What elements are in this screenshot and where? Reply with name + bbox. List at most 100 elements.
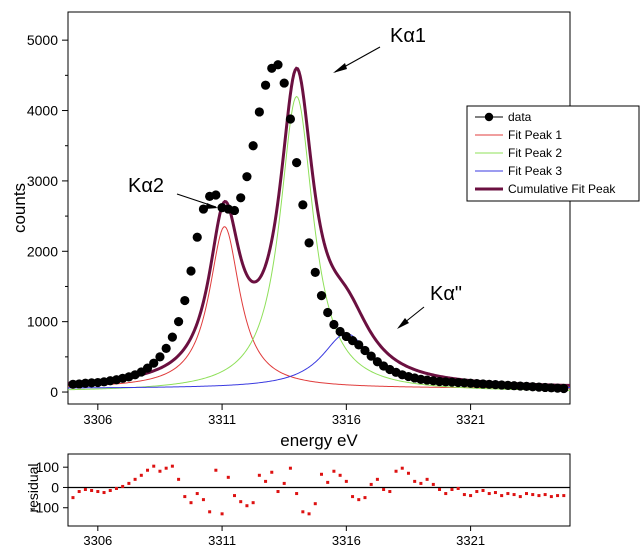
data-point [559,383,569,394]
residual-plot-frame [67,453,571,527]
peak-annotations: Kα1 Kα2 Kα" [128,25,462,329]
y-tick-label: 0 [50,384,58,400]
data-point [248,141,258,151]
legend-marker-data [484,112,494,122]
y-tick-label: 3000 [27,173,58,189]
residual-point [183,495,187,499]
residual-point [506,492,510,496]
residual-point [556,494,560,498]
residual-point [406,471,410,475]
main-axes: 3306 3311 3316 3321 0 1000 2000 3000 4000 5000 [27,32,485,427]
residual-point [146,468,150,472]
data-point [316,291,327,301]
residual-point [139,473,143,477]
data-point [360,345,370,356]
data-point [279,78,289,88]
data-point [236,193,246,203]
residual-point [295,492,299,496]
data-point [173,317,184,327]
residual-points [71,464,566,516]
residual-point [518,495,522,499]
legend-label-fit-peak-1: Fit Peak 1 [508,128,562,142]
residual-point [102,491,106,495]
residual-point [233,494,236,498]
x-tick-label: 3311 [208,412,236,427]
residual-x-tick-label: 3316 [332,533,361,548]
residual-point [158,469,162,473]
y-tick-label: 5000 [27,32,58,48]
legend-item-cumulative-fit-peak: Cumulative Fit Peak [475,182,616,196]
residual-y-tick-label: 0 [51,479,59,495]
x-axis-label: energy eV [280,431,358,450]
residual-point [394,469,398,473]
residual-point [245,504,249,508]
annotation-ka2-arrowhead [205,203,218,209]
residual-point [177,477,181,481]
residual-point [444,492,448,496]
data-point [310,267,320,277]
y-tick-label: 1000 [27,314,58,330]
residual-point [487,492,491,496]
residual-point [525,492,529,496]
data-point [354,340,364,350]
residual-point [90,489,94,493]
residual-point [121,484,125,488]
fit-curve-fit-peak-3 [68,333,571,389]
residual-point [500,494,504,498]
residual-point [270,470,274,474]
data-point [329,319,339,330]
residual-point [282,481,286,485]
legend: data Fit Peak 1 Fit Peak 2 Fit Peak 3 Cu… [466,105,640,202]
data-point [142,363,153,373]
data-point [149,358,159,368]
data-point [285,114,296,124]
residual-point [201,498,205,502]
legend-item-data: data [475,110,532,124]
data-point [211,190,221,200]
residual-point [332,469,336,473]
main-plot-frame [67,11,571,405]
y-tick-label: 4000 [27,103,58,119]
residual-point [382,487,386,491]
x-tick-label: 3306 [83,412,112,427]
data-point [366,351,376,361]
residual-point [357,498,361,502]
main-chart: 3306 3311 3316 3321 0 1000 2000 3000 4000 5000 en… [10,11,640,450]
residual-axes: 3306 3311 3316 3321 -100 0 100 [31,459,485,548]
fit-curve-fit-peak-1 [67,226,571,389]
residual-point [326,480,330,484]
residual-axis-label: residual [25,463,41,512]
residual-point [425,477,429,481]
residual-point [83,487,87,491]
residual-point [170,464,174,468]
residual-point [450,487,454,491]
residual-point [338,473,342,477]
data-point [167,332,177,342]
data-point [242,172,252,182]
residual-point [251,501,255,505]
data-point [155,352,165,362]
residual-point [301,510,305,514]
residual-point [71,496,75,500]
data-point [186,266,196,276]
data-point [273,60,283,70]
legend-label-cumulative-fit-peak: Cumulative Fit Peak [508,182,616,196]
residual-point [344,479,348,483]
legend-item-fit-peak-3: Fit Peak 3 [475,164,562,178]
residual-point [400,466,404,470]
residual-point [462,493,466,497]
data-point [161,343,171,353]
residual-point [319,472,323,476]
annotation-ka-double-prime-arrowhead [397,318,409,329]
legend-item-fit-peak-1: Fit Peak 1 [475,128,562,142]
legend-label-data: data [508,110,532,124]
data-point [254,107,264,117]
residual-point [189,501,193,505]
annotation-ka2: Kα2 [128,175,164,197]
data-points [68,60,569,394]
residual-point [208,510,212,514]
data-point [292,158,302,168]
data-point [304,238,314,248]
residual-point [375,477,379,481]
